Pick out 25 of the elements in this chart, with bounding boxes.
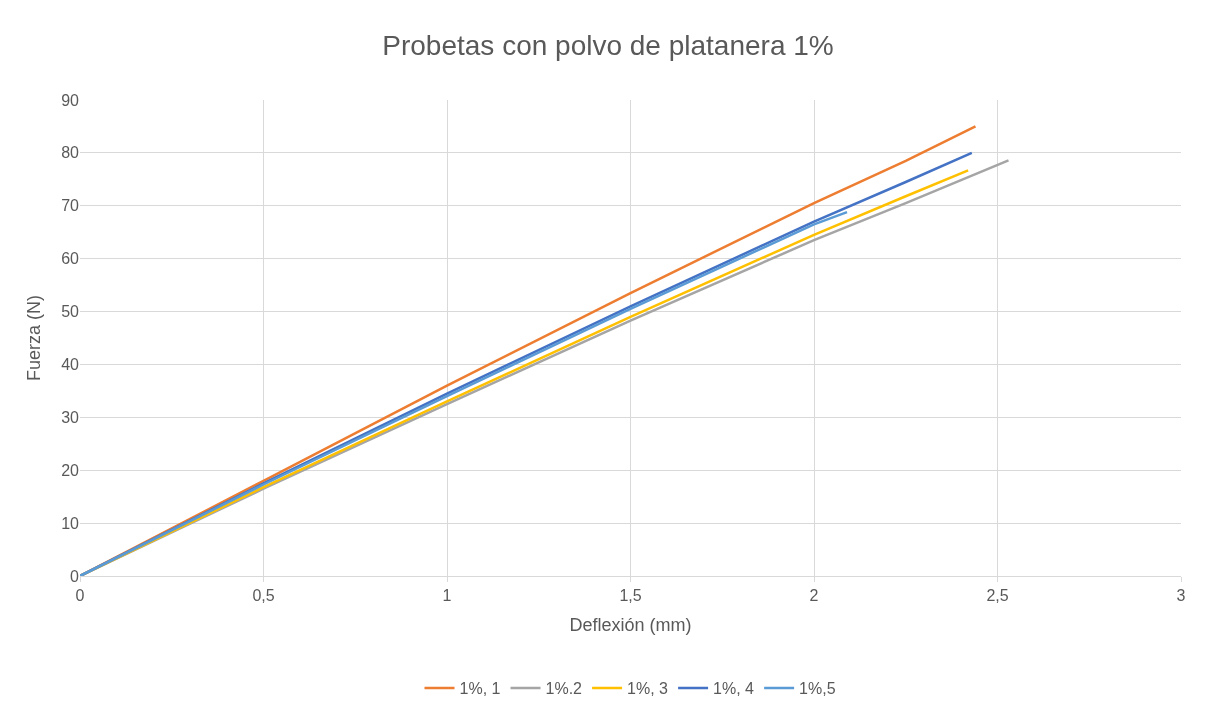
y-tick-label: 10: [61, 514, 80, 532]
y-tick-label: 20: [61, 461, 80, 479]
y-tick-label: 50: [61, 303, 80, 321]
legend-label: 1%, 3: [627, 680, 669, 698]
y-tick-label: 0: [70, 567, 80, 585]
x-tick-label: 2,5: [986, 587, 1009, 605]
x-tick-label: 0,5: [252, 587, 275, 605]
y-tick-label: 30: [61, 408, 80, 426]
y-tick-label: 60: [61, 250, 80, 268]
y-tick-label: 70: [61, 197, 80, 215]
y-tick-label: 80: [61, 144, 80, 162]
x-tick-label: 1: [442, 587, 452, 605]
x-axis-title: Deflexión (mm): [569, 615, 692, 636]
legend-label: 1%.2: [545, 680, 583, 698]
line-series: [80, 210, 849, 576]
legend-label: 1%, 4: [713, 680, 755, 698]
x-tick-label: 2: [809, 587, 819, 605]
x-tick-label: 1,5: [619, 587, 642, 605]
y-tick-label: 40: [61, 356, 80, 374]
y-tick-label: 90: [61, 91, 80, 109]
legend-label: 1%,5: [799, 680, 836, 698]
y-axis-title: Fuerza (N): [24, 294, 45, 382]
chart-title: Probetas con polvo de platanera 1%: [382, 30, 834, 62]
x-tick-label: 3: [1176, 587, 1186, 605]
legend-label: 1%, 1: [459, 680, 501, 698]
